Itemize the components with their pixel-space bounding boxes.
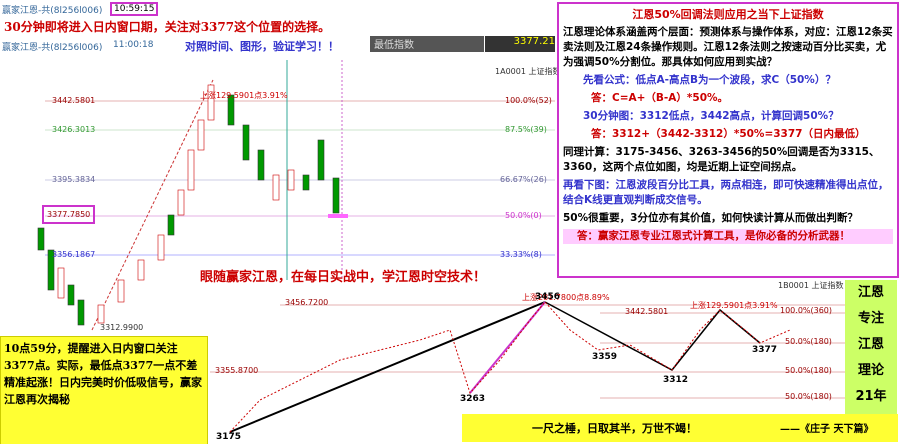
alert: 30分钟即将进入日内窗口期，关注对3377这个位置的选择。 [4, 20, 331, 34]
lower-levels [210, 304, 845, 399]
price-level: 3395.3834 [52, 175, 96, 184]
time: 10:59:15 [110, 2, 159, 16]
ratio-level: 87.5%(39) [505, 125, 547, 134]
ratio-level: 50.0%(180) [785, 392, 832, 401]
paragraph: 江恩理论体系涵盖两个层面：预测体系与操作体系，对应：江恩12条买卖法则及江恩24… [563, 26, 893, 68]
ratio-level: 100.0%(52) [505, 96, 552, 105]
tag-line: 21年 [855, 389, 887, 404]
price-level: 3356.1867 [52, 250, 96, 259]
wave-line [544, 301, 761, 371]
paragraph: 50%很重要，3分位亦有其价值，如何快读计算从而做出判断？ [563, 212, 858, 224]
upper-panel [0, 55, 555, 280]
price-path [229, 301, 791, 433]
rise-label: 上涨129.5901点3.91% [200, 91, 288, 100]
symbol: 1A0001 上证指数 [495, 67, 561, 76]
point-label: 3312 [663, 375, 689, 385]
price-level: 3377.7850 [42, 205, 96, 224]
paragraph: 先看公式：低点A-高点B为一个波段，求C（50%）？ [583, 74, 836, 86]
wave-line [469, 301, 546, 394]
ratio-level: 50.0%(180) [785, 366, 832, 375]
time: 11:00:18 [113, 40, 154, 50]
tag-line: 江恩 [857, 337, 884, 352]
price-level: 3442.5801 [52, 96, 96, 105]
paragraph: 答：C=A+（B-A）*50%。 [591, 92, 729, 104]
note: 10点59分，提醒进入日内窗口关注3377点。实际，最低点3377一点不差精准起… [0, 336, 208, 444]
rise-label: 上涨129.5901点3.91% [690, 301, 778, 310]
quote: 一尺之棰，日取其半，万世不竭！ ——《庄子 天下篇》 [462, 414, 898, 442]
tag-line: 理论 [857, 363, 884, 378]
quote-text: 一尺之棰，日取其半，万世不竭！ [532, 422, 697, 435]
min-label: 最低指数 [370, 36, 484, 52]
candles [37, 84, 340, 326]
banner: 眼随赢家江恩，在每日实战中，学江恩时空技术！ [200, 270, 487, 285]
price-level: 3355.8700 [215, 366, 259, 375]
point-label: 3377 [752, 345, 778, 355]
article-title: 江恩50%回调法则应用之当下上证指数 [632, 8, 824, 21]
ratio-level: 33.33%(8) [500, 250, 542, 259]
ratio-level: 50.0%(180) [785, 337, 832, 346]
price-level: 3426.3013 [52, 125, 96, 134]
paragraph: 30分钟图：3312低点，3442高点，计算回调50%？ [583, 110, 839, 122]
price-level: 3456.7200 [285, 298, 329, 307]
ratio-level: 50.0%(0) [505, 211, 542, 220]
paragraph: 同理计算：3175-3456、3263-3456的50%回调是否为3315、33… [563, 146, 880, 173]
point-label: 3175 [216, 432, 242, 442]
account: 赢家江恩-共(8l256l006) [2, 6, 103, 16]
price-level: 3442.5801 [625, 307, 669, 316]
tag-line: 江恩 [857, 285, 884, 300]
wave-line [229, 301, 546, 433]
quote-source: ——《庄子 天下篇》 [780, 424, 874, 435]
upper-levels [45, 100, 555, 256]
tag-line: 专注 [857, 311, 884, 326]
point-label: 3359 [592, 352, 618, 362]
rise-label: 上涨281.7800点8.89% [522, 293, 610, 302]
article: 江恩50%回调法则应用之当下上证指数 江恩理论体系涵盖两个层面：预测体系与操作体… [557, 2, 899, 278]
point-label: 3456 [535, 292, 561, 302]
account: 赢家江恩-共(8l256l006) [2, 43, 103, 53]
symbol: 1B0001 上证指数 [778, 281, 844, 290]
price-level: 3312.9900 [100, 323, 144, 332]
point-label: 3263 [460, 394, 486, 404]
paragraph: 答：赢家江恩专业江恩式计算工具，是你必备的分析武器！ [563, 229, 893, 244]
ratio-level: 100.0%(360) [780, 306, 833, 315]
low-marker [328, 214, 348, 218]
wave-line [91, 79, 214, 331]
side-tag: 江恩 专注 江恩 理论 21年 [845, 280, 897, 415]
min-value: 3377.21 [485, 36, 555, 52]
paragraph: 答：3312+（3442-3312）*50%=3377（日内最低） [591, 128, 866, 140]
paragraph: 再看下图：江恩波段百分比工具，两点相连，即可快速精准得出点位，结合K线更直观判断… [563, 179, 889, 206]
ratio-level: 66.67%(26) [500, 175, 547, 184]
prompt: 对照时间、图形，验证学习！！ [185, 40, 339, 53]
